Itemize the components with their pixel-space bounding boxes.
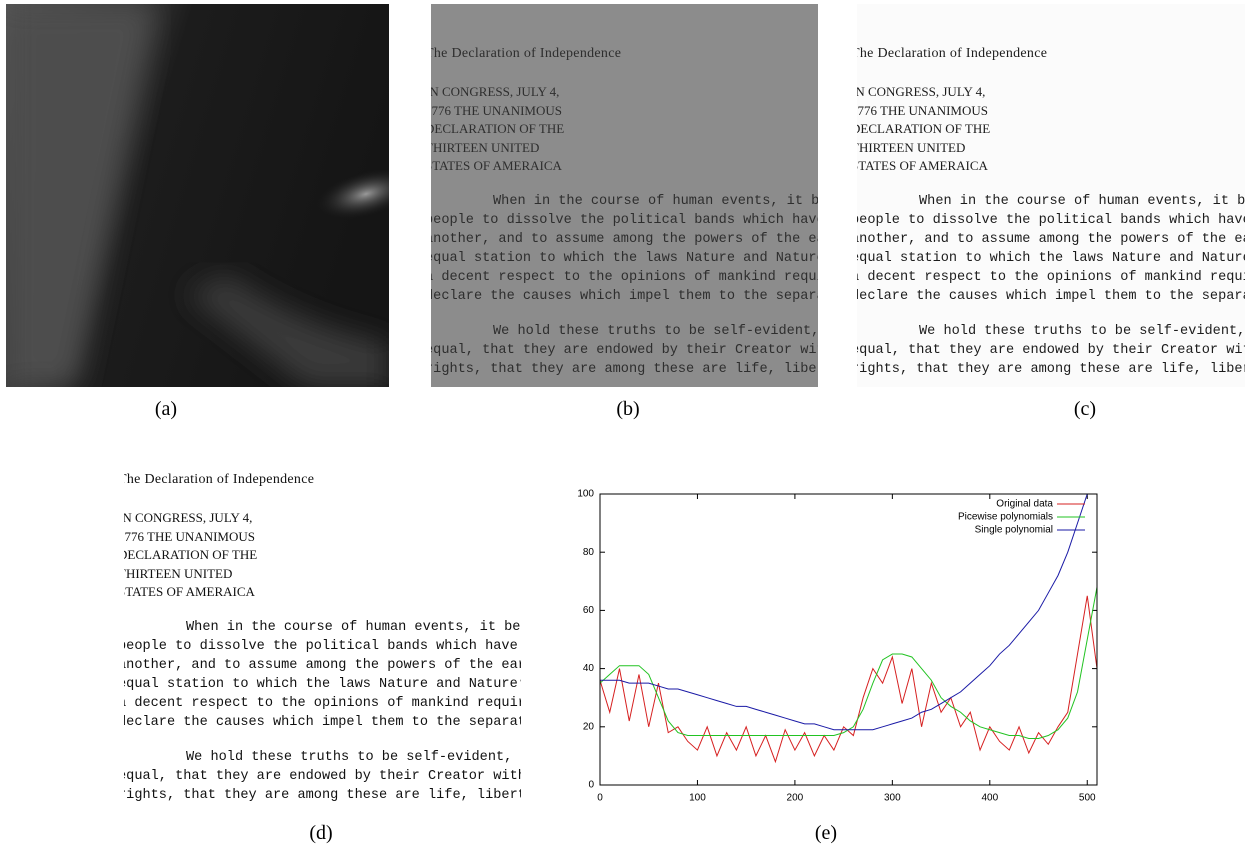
legend-label: Original data (996, 499, 1053, 510)
address-line: THIRTEEN UNITED (124, 565, 233, 581)
dark-image (6, 4, 389, 387)
series-line (600, 587, 1097, 739)
y-tick-label: 20 (583, 721, 595, 732)
text-line: people to dissolve the political bands w… (124, 638, 521, 654)
text-line: We hold these truths to be self-evident,… (493, 323, 818, 339)
address-line: STATES OF AMERAICA (124, 584, 255, 599)
paragraph: We hold these truths to be self-evident,… (857, 322, 1245, 379)
text-line: a decent respect to the opinions of mank… (431, 269, 818, 285)
text-line: When in the course of human events, it b… (186, 619, 521, 635)
text-line: people to dissolve the political bands w… (431, 212, 818, 228)
paragraph: We hold these truths to be self-evident,… (431, 322, 818, 379)
panel-c-image: The Declaration of Independence IN CONGRE… (857, 4, 1245, 387)
x-tick-label: 100 (689, 793, 706, 804)
address-line: DECLARATION OF THE (431, 121, 565, 136)
text-line: another, and to assume among the powers … (124, 657, 521, 673)
text-line: rights, that they are among these are li… (124, 787, 521, 803)
y-tick-label: 80 (583, 547, 595, 558)
address-line: 1776 THE UNANIMOUS (857, 102, 988, 118)
y-tick-label: 0 (588, 780, 594, 791)
plot-frame (599, 493, 1098, 786)
panel-b-image: The Declaration of Independence IN CONGRE… (431, 4, 818, 387)
paragraph: We hold these truths to be self-evident,… (124, 748, 521, 805)
text-line: people to dissolve the political bands w… (857, 212, 1245, 228)
text-line: When in the course of human events, it b… (919, 193, 1245, 209)
panel-d-image: The Declaration of Independence IN CONGRE… (124, 430, 521, 813)
y-tick-label: 100 (577, 489, 594, 500)
panel-caption: (c) (1073, 398, 1097, 420)
address-line: THIRTEEN UNITED (431, 139, 540, 155)
document-title: The Declaration of Independence (857, 46, 1048, 61)
y-tick-label: 60 (583, 605, 595, 616)
text-line: rights, that they are among these are li… (431, 361, 818, 377)
address-line: IN CONGRESS, JULY 4, (431, 84, 560, 99)
text-line: We hold these truths to be self-evident,… (186, 749, 521, 765)
address-block: IN CONGRESS, JULY 4, 1776 THE UNANIMOUS DE… (431, 83, 818, 176)
legend-label: Single polynomial (975, 525, 1053, 536)
y-tick-label: 40 (583, 663, 595, 674)
document-title: The Declaration of Independence (124, 472, 315, 487)
text-line: a decent respect to the opinions of mank… (124, 695, 521, 711)
panel-caption: (a) (154, 398, 178, 420)
document-text: The Declaration of Independence IN CONGRE… (124, 430, 521, 805)
text-line: a decent respect to the opinions of mank… (857, 269, 1245, 285)
panel-caption: (e) (814, 822, 838, 844)
paragraph: When in the course of human events, it b… (124, 618, 521, 732)
address-block: IN CONGRESS, JULY 4, 1776 THE UNANIMOUS DE… (857, 83, 1245, 176)
address-line: DECLARATION OF THE (857, 121, 991, 136)
address-block: IN CONGRESS, JULY 4, 1776 THE UNANIMOUS DE… (124, 509, 521, 602)
text-line: declare the causes which impel them to t… (124, 714, 521, 730)
document-text: The Declaration of Independence IN CONGRE… (857, 4, 1245, 379)
paragraph: When in the course of human events, it b… (431, 192, 818, 306)
address-line: STATES OF AMERAICA (857, 158, 988, 173)
paragraph: When in the course of human events, it b… (857, 192, 1245, 306)
address-line: 1776 THE UNANIMOUS (124, 528, 255, 544)
text-line: declare the causes which impel them to t… (431, 288, 818, 304)
address-line: THIRTEEN UNITED (857, 139, 966, 155)
x-tick-label: 300 (884, 793, 901, 804)
text-line: We hold these truths to be self-evident,… (919, 323, 1245, 339)
text-line: When in the course of human events, it b… (493, 193, 818, 209)
text-line: equal, that they are endowed by their Cr… (857, 342, 1245, 358)
panel-caption: (d) (309, 822, 333, 844)
text-line: equal, that they are endowed by their Cr… (431, 342, 818, 358)
document-title: The Declaration of Independence (431, 46, 622, 61)
text-line: equal station to which the laws Nature a… (431, 250, 818, 266)
text-line: another, and to assume among the powers … (431, 231, 818, 247)
legend-label: Picewise polynomials (958, 512, 1053, 523)
text-line: equal station to which the laws Nature a… (857, 250, 1245, 266)
text-line: another, and to assume among the powers … (857, 231, 1245, 247)
x-tick-label: 200 (787, 793, 804, 804)
address-line: STATES OF AMERAICA (431, 158, 562, 173)
chart: 0 20 40 60 80 100 0 100 200 300 400 500 Original dat… (577, 489, 1098, 804)
x-tick-label: 500 (1079, 793, 1096, 804)
document-text: The Declaration of Independence IN CONGRE… (431, 4, 818, 379)
address-line: 1776 THE UNANIMOUS (431, 102, 562, 118)
address-line: DECLARATION OF THE (124, 547, 258, 562)
address-line: IN CONGRESS, JULY 4, (124, 510, 253, 525)
x-tick-label: 400 (981, 793, 998, 804)
series-line (600, 494, 1088, 731)
panel-caption: (b) (616, 398, 640, 420)
text-line: rights, that they are among these are li… (857, 361, 1245, 377)
text-line: equal, that they are endowed by their Cr… (124, 768, 521, 784)
panel-a-image (6, 4, 389, 387)
address-line: IN CONGRESS, JULY 4, (857, 84, 986, 99)
x-tick-label: 0 (597, 793, 603, 804)
text-line: equal station to which the laws Nature a… (124, 676, 521, 692)
text-line: declare the causes which impel them to t… (857, 288, 1245, 304)
